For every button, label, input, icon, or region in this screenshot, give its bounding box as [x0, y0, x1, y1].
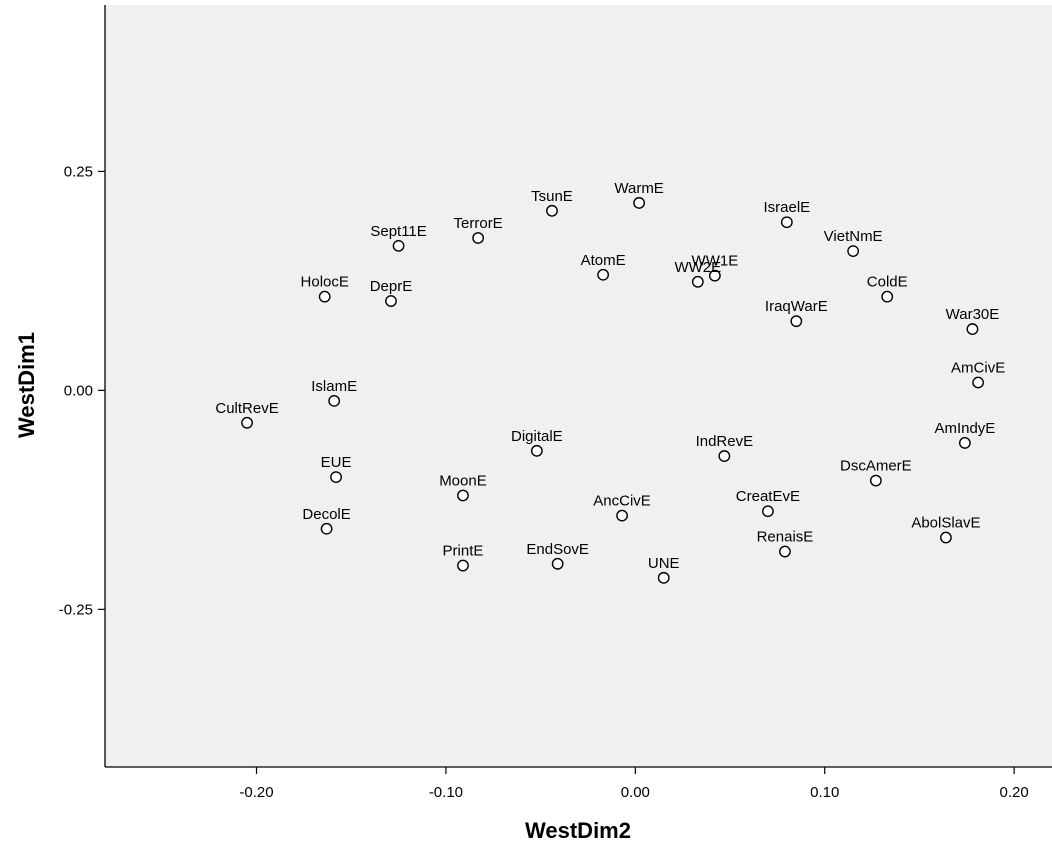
point-label: AncCivE: [593, 493, 651, 510]
point-label: WarmE: [614, 180, 663, 197]
data-point: [241, 416, 253, 429]
point-label: VietNmE: [824, 228, 883, 245]
point-label: IndRevE: [696, 433, 754, 450]
x-tick-label: 0.20: [1000, 784, 1029, 801]
point-label: WW2E: [674, 259, 721, 276]
point-label: ColdE: [867, 274, 908, 291]
data-point: [320, 522, 333, 535]
x-tick-label: -0.20: [239, 784, 273, 801]
data-point: [385, 295, 397, 307]
data-point: [881, 290, 894, 303]
point-label: TerrorE: [454, 215, 503, 232]
point-label: DeprE: [370, 278, 413, 295]
data-point: [546, 204, 558, 217]
data-point: [457, 559, 469, 572]
point-label: War30E: [946, 306, 1000, 323]
data-point: [472, 232, 485, 244]
data-point: [318, 290, 331, 303]
data-point: [551, 557, 564, 570]
data-point: [597, 268, 610, 281]
x-tick-label: -0.10: [429, 784, 463, 801]
data-point: [691, 275, 704, 288]
data-point: [762, 505, 774, 518]
point-label: CreatEvE: [736, 488, 800, 505]
data-point: [958, 437, 971, 449]
x-tick-label: 0.10: [810, 784, 839, 801]
data-point: [790, 315, 803, 328]
point-label: PrintE: [443, 543, 484, 560]
data-point: [330, 471, 342, 483]
data-point: [708, 269, 721, 282]
point-label: AmIndyE: [934, 420, 995, 437]
x-axis-title: WestDim2: [525, 818, 631, 843]
point-label: TsunE: [531, 188, 573, 205]
point-label: EUE: [321, 454, 352, 471]
data-point: [972, 376, 985, 389]
point-label: WW1E: [692, 253, 739, 270]
point-label: Sept11E: [370, 223, 426, 240]
data-point: [869, 474, 882, 487]
data-point: [940, 531, 952, 544]
point-label: IraqWarE: [765, 298, 828, 315]
point-label: EndSovE: [526, 541, 589, 558]
data-point: [530, 444, 543, 457]
data-point: [780, 216, 793, 229]
point-label: MoonE: [439, 472, 487, 489]
data-point: [457, 489, 469, 502]
data-point: [392, 239, 405, 252]
point-label: IslamE: [311, 378, 357, 395]
y-tick-label: 0.25: [64, 163, 93, 180]
point-label: CultRevE: [215, 400, 278, 417]
point-label: HolocE: [301, 274, 349, 291]
data-point: [966, 323, 979, 335]
y-tick-label: 0.00: [64, 382, 93, 399]
x-tick-label: 0.00: [621, 784, 650, 801]
data-point: [657, 571, 670, 584]
point-label: UNE: [648, 555, 680, 572]
point-label: DecolE: [302, 506, 350, 523]
plot-area: [105, 5, 1052, 767]
point-label: AbolSlavE: [911, 515, 980, 532]
data-point: [718, 450, 731, 462]
point-label: RenaisE: [757, 529, 814, 546]
data-point: [779, 545, 791, 558]
data-point: [633, 197, 646, 209]
point-label: AtomE: [581, 252, 626, 269]
y-tick-label: -0.25: [59, 601, 93, 618]
y-axis-title: WestDim1: [14, 332, 39, 438]
point-label: DigitalE: [511, 428, 563, 445]
data-point: [847, 245, 860, 258]
point-label: DscAmerE: [840, 458, 912, 475]
data-point: [328, 394, 341, 407]
point-label: AmCivE: [951, 359, 1005, 376]
data-point: [616, 509, 628, 522]
point-label: IsraelE: [763, 199, 810, 216]
